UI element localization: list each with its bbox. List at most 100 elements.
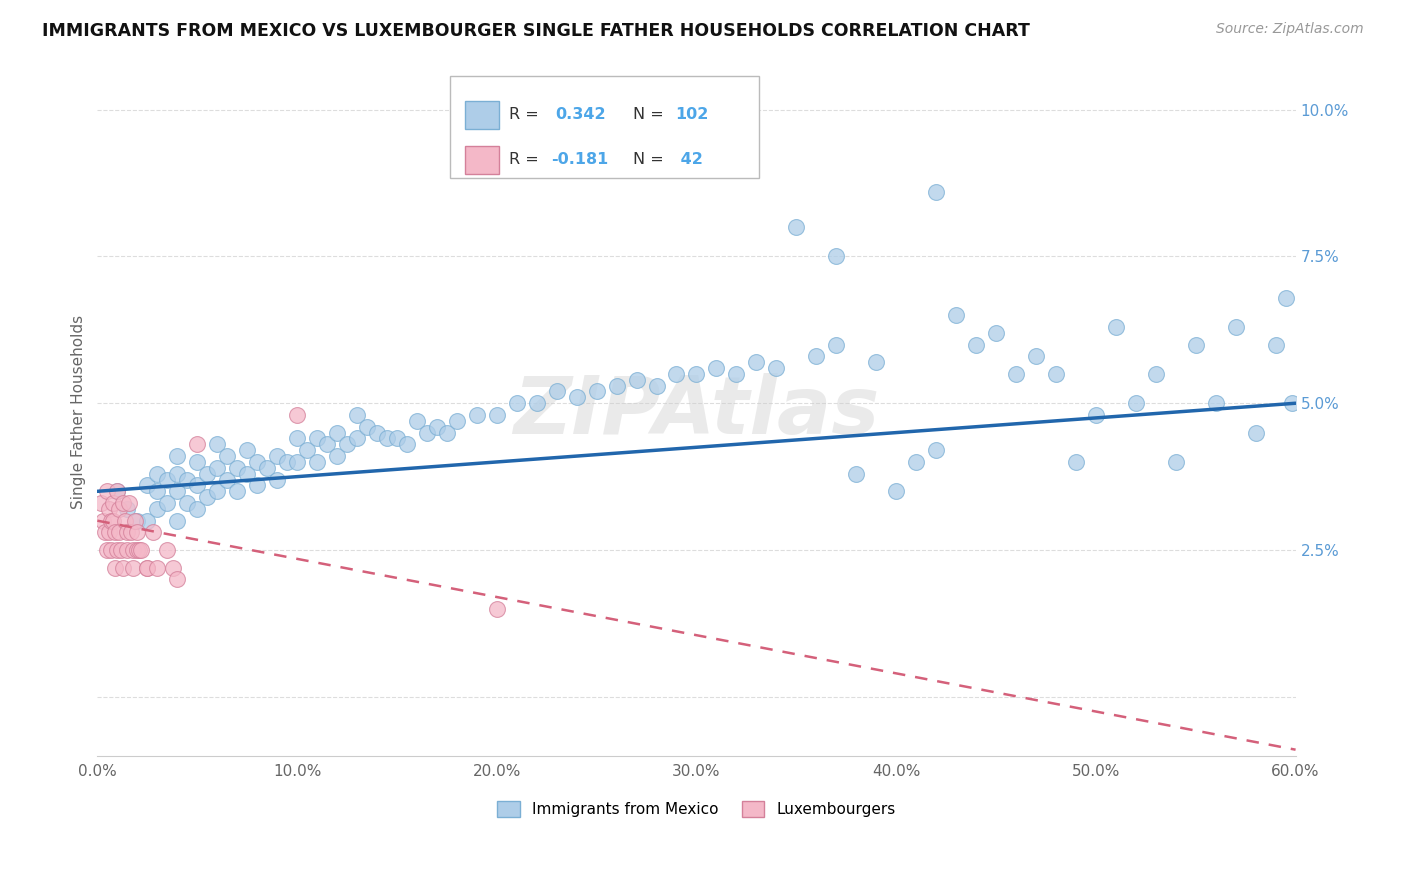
Point — [136, 560, 159, 574]
Text: 42: 42 — [675, 153, 703, 168]
Point — [346, 432, 368, 446]
Point — [305, 432, 328, 446]
Point — [426, 419, 449, 434]
Point — [127, 514, 149, 528]
Point — [129, 543, 152, 558]
Point — [166, 449, 188, 463]
Point — [186, 502, 208, 516]
Text: 102: 102 — [675, 107, 709, 122]
Point — [186, 478, 208, 492]
Legend: Immigrants from Mexico, Luxembourgers: Immigrants from Mexico, Luxembourgers — [491, 796, 903, 823]
Point — [1184, 337, 1206, 351]
Point — [356, 419, 378, 434]
Point — [1205, 396, 1227, 410]
Text: N =: N = — [633, 107, 669, 122]
Point — [226, 484, 249, 499]
Point — [585, 384, 607, 399]
Point — [112, 560, 135, 574]
Point — [110, 543, 132, 558]
Point — [105, 543, 128, 558]
Text: -0.181: -0.181 — [551, 153, 609, 168]
Point — [1274, 291, 1296, 305]
Text: ZIPAtlas: ZIPAtlas — [513, 373, 880, 451]
Point — [276, 455, 298, 469]
Point — [506, 396, 529, 410]
Point — [316, 437, 339, 451]
Text: Source: ZipAtlas.com: Source: ZipAtlas.com — [1216, 22, 1364, 37]
Point — [285, 455, 308, 469]
Point — [606, 378, 628, 392]
Point — [1144, 367, 1167, 381]
Point — [186, 437, 208, 451]
Point — [162, 560, 184, 574]
Point — [136, 560, 159, 574]
Point — [205, 484, 228, 499]
Point — [375, 432, 398, 446]
Point — [166, 514, 188, 528]
Point — [965, 337, 987, 351]
Point — [156, 496, 179, 510]
Point — [117, 502, 139, 516]
Point — [765, 361, 787, 376]
Point — [446, 414, 468, 428]
Point — [146, 502, 169, 516]
Point — [266, 473, 288, 487]
Point — [416, 425, 439, 440]
Point — [166, 573, 188, 587]
Point — [114, 514, 136, 528]
Text: N =: N = — [633, 153, 669, 168]
Point — [236, 467, 259, 481]
Point — [546, 384, 568, 399]
Point — [745, 355, 768, 369]
Point — [256, 460, 278, 475]
Text: R =: R = — [509, 107, 544, 122]
Point — [217, 473, 239, 487]
Point — [346, 408, 368, 422]
Point — [1225, 319, 1247, 334]
Point — [1264, 337, 1286, 351]
Point — [124, 514, 146, 528]
Point — [1125, 396, 1147, 410]
Point — [205, 437, 228, 451]
Point — [884, 484, 907, 499]
Point — [136, 514, 159, 528]
Point — [865, 355, 887, 369]
Point — [645, 378, 668, 392]
Text: 0.342: 0.342 — [555, 107, 606, 122]
Point — [122, 560, 145, 574]
Point — [1084, 408, 1107, 422]
Point — [195, 490, 218, 504]
Point — [136, 478, 159, 492]
Point — [90, 496, 112, 510]
Point — [105, 484, 128, 499]
Y-axis label: Single Father Households: Single Father Households — [72, 315, 86, 509]
Point — [326, 449, 349, 463]
Point — [326, 425, 349, 440]
Point — [120, 525, 142, 540]
Point — [1005, 367, 1028, 381]
Point — [166, 467, 188, 481]
Point — [406, 414, 429, 428]
Point — [266, 449, 288, 463]
Point — [105, 484, 128, 499]
Point — [366, 425, 388, 440]
Point — [108, 525, 131, 540]
Point — [1244, 425, 1267, 440]
Point — [146, 484, 169, 499]
Point — [128, 543, 150, 558]
Point — [984, 326, 1007, 340]
Point — [108, 502, 131, 516]
Point — [122, 543, 145, 558]
Point — [825, 337, 848, 351]
Point — [195, 467, 218, 481]
Text: R =: R = — [509, 153, 544, 168]
Point — [1025, 349, 1047, 363]
Point — [945, 308, 967, 322]
Point — [845, 467, 868, 481]
Point — [236, 443, 259, 458]
Point — [156, 473, 179, 487]
Text: IMMIGRANTS FROM MEXICO VS LUXEMBOURGER SINGLE FATHER HOUSEHOLDS CORRELATION CHAR: IMMIGRANTS FROM MEXICO VS LUXEMBOURGER S… — [42, 22, 1031, 40]
Point — [96, 543, 118, 558]
Point — [1281, 396, 1303, 410]
Point — [217, 449, 239, 463]
